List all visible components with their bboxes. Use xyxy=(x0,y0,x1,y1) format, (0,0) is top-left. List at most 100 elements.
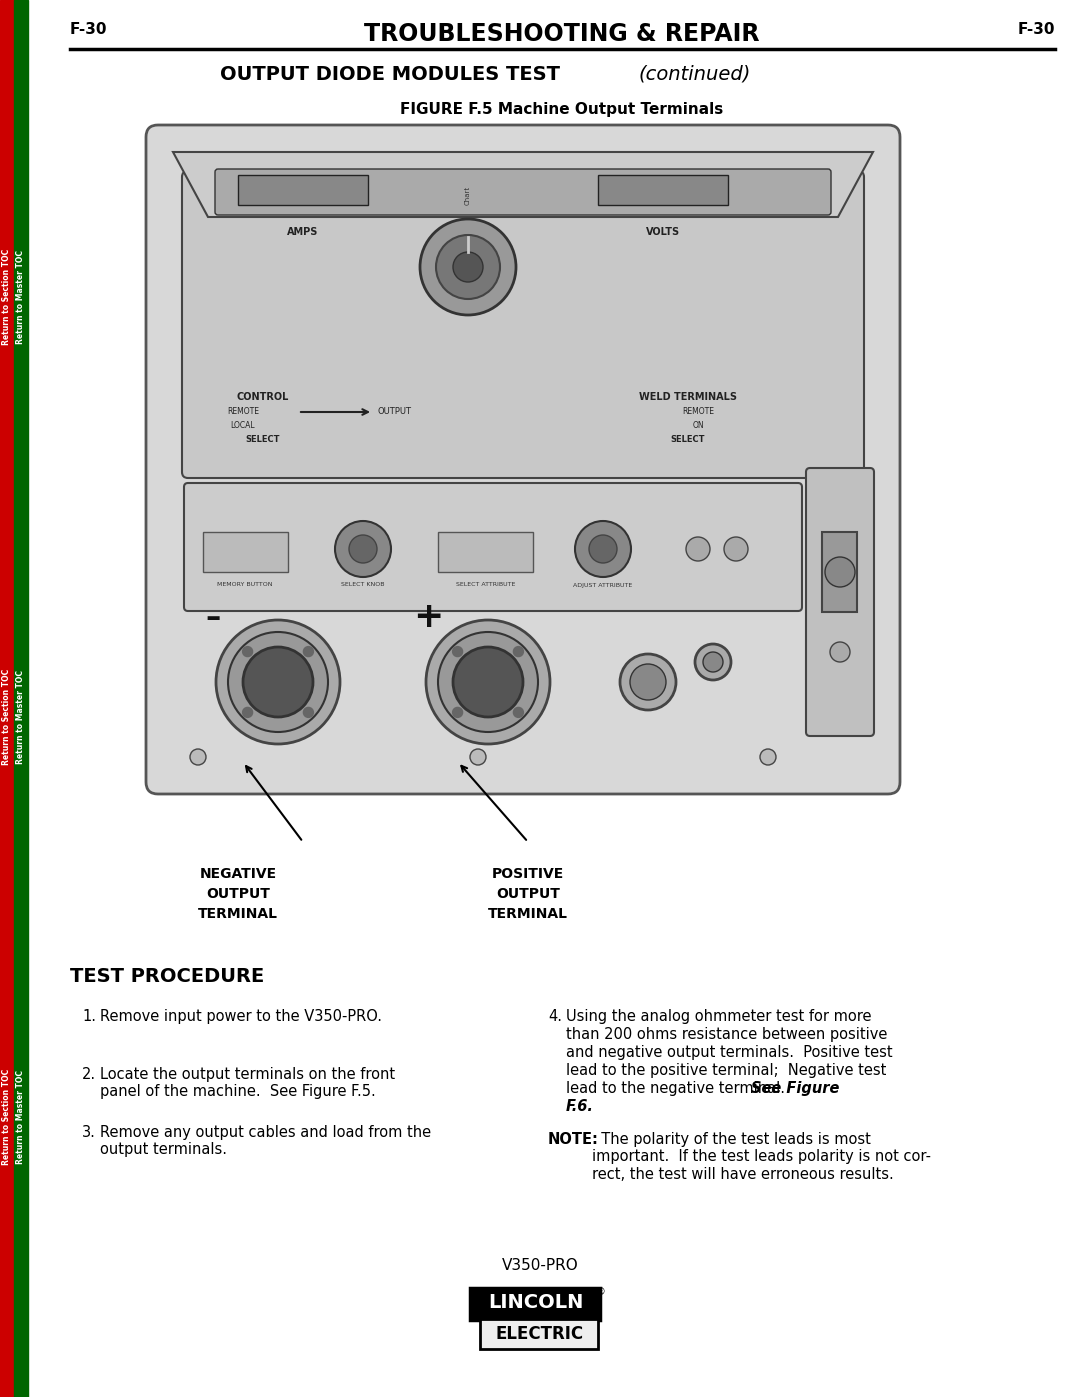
Text: TERMINAL: TERMINAL xyxy=(488,907,568,921)
Text: V350-PRO: V350-PRO xyxy=(501,1259,579,1273)
Circle shape xyxy=(630,664,666,700)
Circle shape xyxy=(453,707,462,718)
Text: OUTPUT: OUTPUT xyxy=(496,887,559,901)
Circle shape xyxy=(724,536,748,562)
Text: ON: ON xyxy=(692,420,704,429)
Text: Chart: Chart xyxy=(465,186,471,204)
Text: SELECT: SELECT xyxy=(671,436,705,444)
Text: NOTE:: NOTE: xyxy=(548,1132,599,1147)
Circle shape xyxy=(349,535,377,563)
Bar xyxy=(822,532,858,612)
Text: than 200 ohms resistance between positive: than 200 ohms resistance between positiv… xyxy=(566,1027,888,1042)
Circle shape xyxy=(420,219,516,314)
Circle shape xyxy=(470,749,486,766)
Text: 3.: 3. xyxy=(82,1125,96,1140)
Text: Return to Section TOC: Return to Section TOC xyxy=(2,669,12,766)
Circle shape xyxy=(825,557,855,587)
Bar xyxy=(238,175,368,205)
Text: SELECT: SELECT xyxy=(246,436,280,444)
Text: OUTPUT: OUTPUT xyxy=(206,887,270,901)
Circle shape xyxy=(243,647,253,657)
Text: POSITIVE: POSITIVE xyxy=(491,868,564,882)
Text: See Figure: See Figure xyxy=(751,1081,839,1097)
Text: TROUBLESHOOTING & REPAIR: TROUBLESHOOTING & REPAIR xyxy=(364,22,759,46)
Text: FIGURE F.5 Machine Output Terminals: FIGURE F.5 Machine Output Terminals xyxy=(401,102,724,117)
Text: 1.: 1. xyxy=(82,1009,96,1024)
FancyBboxPatch shape xyxy=(184,483,802,610)
Text: Return to Master TOC: Return to Master TOC xyxy=(16,250,26,344)
Circle shape xyxy=(513,647,524,657)
FancyBboxPatch shape xyxy=(146,124,900,793)
Circle shape xyxy=(243,647,313,717)
FancyBboxPatch shape xyxy=(183,170,864,478)
Text: 2.: 2. xyxy=(82,1067,96,1083)
Bar xyxy=(438,532,534,571)
Circle shape xyxy=(453,251,483,282)
Circle shape xyxy=(513,707,524,718)
Text: –: – xyxy=(205,602,220,631)
Text: CONTROL: CONTROL xyxy=(237,393,289,402)
Text: Locate the output terminals on the front
panel of the machine.  See Figure F.5.: Locate the output terminals on the front… xyxy=(100,1067,395,1099)
FancyBboxPatch shape xyxy=(806,468,874,736)
Text: Using the analog ohmmeter test for more: Using the analog ohmmeter test for more xyxy=(566,1009,872,1024)
Polygon shape xyxy=(173,152,873,217)
Circle shape xyxy=(303,707,313,718)
Text: OUTPUT: OUTPUT xyxy=(378,408,411,416)
Text: The polarity of the test leads is most
important.  If the test leads polarity is: The polarity of the test leads is most i… xyxy=(592,1132,931,1182)
Circle shape xyxy=(303,647,313,657)
Text: ®: ® xyxy=(594,1287,606,1296)
Circle shape xyxy=(589,535,617,563)
Circle shape xyxy=(831,643,850,662)
Circle shape xyxy=(686,536,710,562)
Text: AMPS: AMPS xyxy=(287,226,319,237)
Text: Return to Master TOC: Return to Master TOC xyxy=(16,1070,26,1164)
Text: REMOTE: REMOTE xyxy=(227,408,259,416)
FancyBboxPatch shape xyxy=(215,169,831,215)
Bar xyxy=(0,0,14,1397)
Text: SELECT KNOB: SELECT KNOB xyxy=(341,583,384,588)
Text: TERMINAL: TERMINAL xyxy=(198,907,278,921)
Text: TEST PROCEDURE: TEST PROCEDURE xyxy=(70,967,265,986)
Text: LINCOLN: LINCOLN xyxy=(488,1294,583,1313)
Text: NEGATIVE: NEGATIVE xyxy=(200,868,276,882)
Circle shape xyxy=(436,235,500,299)
Bar xyxy=(14,0,28,1397)
Circle shape xyxy=(335,521,391,577)
Text: LOCAL: LOCAL xyxy=(231,420,255,429)
Text: F-30: F-30 xyxy=(70,22,108,36)
Circle shape xyxy=(228,631,328,732)
Circle shape xyxy=(453,647,462,657)
Bar xyxy=(203,532,288,571)
Text: Remove any output cables and load from the
output terminals.: Remove any output cables and load from t… xyxy=(100,1125,431,1157)
Text: SELECT ATTRIBUTE: SELECT ATTRIBUTE xyxy=(457,583,515,588)
Circle shape xyxy=(620,654,676,710)
Bar xyxy=(598,175,728,205)
Circle shape xyxy=(703,652,723,672)
Text: ADJUST ATTRIBUTE: ADJUST ATTRIBUTE xyxy=(573,583,633,588)
Circle shape xyxy=(760,749,777,766)
Bar xyxy=(470,1288,600,1320)
Circle shape xyxy=(190,749,206,766)
Circle shape xyxy=(696,644,731,680)
Text: Return to Section TOC: Return to Section TOC xyxy=(2,1069,12,1165)
Text: Remove input power to the V350-PRO.: Remove input power to the V350-PRO. xyxy=(100,1009,382,1024)
Text: and negative output terminals.  Positive test: and negative output terminals. Positive … xyxy=(566,1045,893,1060)
Text: Return to Section TOC: Return to Section TOC xyxy=(2,249,12,345)
Text: 4.: 4. xyxy=(548,1009,562,1024)
Text: Return to Master TOC: Return to Master TOC xyxy=(16,671,26,764)
Text: WELD TERMINALS: WELD TERMINALS xyxy=(639,393,737,402)
Text: lead to the positive terminal;  Negative test: lead to the positive terminal; Negative … xyxy=(566,1063,887,1078)
Text: OUTPUT DIODE MODULES TEST: OUTPUT DIODE MODULES TEST xyxy=(220,66,561,84)
Text: (continued): (continued) xyxy=(638,66,752,84)
Text: +: + xyxy=(413,599,443,634)
Circle shape xyxy=(216,620,340,745)
Text: VOLTS: VOLTS xyxy=(646,226,680,237)
Text: ELECTRIC: ELECTRIC xyxy=(496,1324,584,1343)
Circle shape xyxy=(243,707,253,718)
Circle shape xyxy=(426,620,550,745)
Text: F-30: F-30 xyxy=(1017,22,1055,36)
Text: MEMORY BUTTON: MEMORY BUTTON xyxy=(217,583,273,588)
Bar xyxy=(480,1319,598,1350)
Text: lead to the negative terminal.: lead to the negative terminal. xyxy=(566,1081,794,1097)
Text: F.6.: F.6. xyxy=(566,1099,594,1113)
